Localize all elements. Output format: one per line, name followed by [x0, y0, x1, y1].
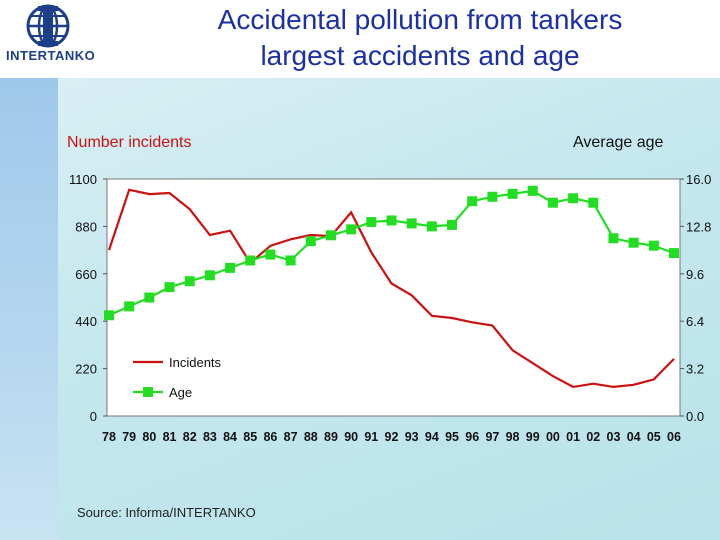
left-tick-label: 0 [90, 409, 97, 424]
age-point [144, 292, 155, 303]
x-tick-label: 87 [284, 430, 298, 444]
chart-area: 0 220 440 660 880 1100 0.0 3.2 6.4 9.6 12.8 16.0 78 7… [58, 160, 718, 460]
left-tick-label: 1100 [69, 172, 97, 187]
x-tick-label: 98 [506, 430, 520, 444]
x-tick-label: 93 [405, 430, 419, 444]
title-line-2: largest accidents and age [260, 40, 580, 71]
x-tick-label: 02 [586, 430, 600, 444]
age-point [507, 188, 518, 199]
x-tick-label: 00 [546, 430, 560, 444]
age-point [467, 196, 478, 207]
x-tick-label: 03 [607, 430, 621, 444]
age-point [487, 191, 498, 202]
left-tick-label: 440 [75, 314, 97, 329]
slide-title: Accidental pollution from tankers larges… [120, 2, 720, 74]
age-point [285, 255, 296, 266]
series-line-incidents [107, 188, 675, 389]
age-point [588, 197, 599, 208]
x-tick-label: 83 [203, 430, 217, 444]
right-tick-label: 6.4 [686, 314, 704, 329]
x-tick-label: 01 [566, 430, 580, 444]
age-point [164, 282, 175, 293]
title-band [120, 0, 720, 78]
x-tick-label: 85 [243, 430, 257, 444]
x-tick-label: 84 [223, 430, 237, 444]
x-tick-label: 80 [142, 430, 156, 444]
age-point [184, 276, 195, 287]
x-tick-label: 06 [667, 430, 681, 444]
x-tick-label: 82 [183, 430, 197, 444]
age-point [346, 224, 357, 235]
source-note: Source: Informa/INTERTANKO [77, 505, 256, 520]
x-tick-label: 95 [445, 430, 459, 444]
right-axis-title: Average age [573, 134, 664, 151]
x-tick-label: 91 [364, 430, 378, 444]
age-point [265, 249, 276, 260]
x-tick-label: 78 [102, 430, 116, 444]
age-point [628, 237, 639, 248]
globe-icon [26, 4, 70, 48]
intertanko-logo: INTERTANKO [0, 0, 120, 78]
x-tick-label: 05 [647, 430, 661, 444]
x-tick-label: 97 [485, 430, 499, 444]
left-tick-label: 660 [75, 267, 97, 282]
left-axis-title: Number incidents [67, 134, 192, 151]
legend-age-marker [143, 387, 153, 397]
title-line-1: Accidental pollution from tankers [217, 4, 623, 35]
chart-svg: 0 220 440 660 880 1100 0.0 3.2 6.4 9.6 12.8 16.0 78 7… [69, 172, 711, 444]
x-tick-label: 96 [465, 430, 479, 444]
age-point [245, 255, 256, 266]
right-tick-label: 0.0 [686, 409, 704, 424]
x-tick-label: 04 [627, 430, 641, 444]
x-tick-label: 92 [385, 430, 399, 444]
x-tick-label: 90 [344, 430, 358, 444]
age-point [204, 270, 215, 281]
logo-text: INTERTANKO [6, 48, 96, 63]
age-point [124, 301, 135, 312]
age-point [225, 262, 236, 273]
right-tick-label: 9.6 [686, 267, 704, 282]
age-point [568, 193, 579, 204]
left-tick-label: 880 [75, 219, 97, 234]
age-point [547, 197, 558, 208]
legend-incidents-label: Incidents [169, 355, 222, 370]
right-tick-label: 16.0 [686, 172, 711, 187]
x-tick-label: 89 [324, 430, 338, 444]
age-point [406, 218, 417, 229]
age-point [366, 216, 377, 227]
age-point [325, 230, 336, 241]
left-decorative-strip [0, 78, 58, 540]
age-point [648, 240, 659, 251]
x-tick-label: 94 [425, 430, 439, 444]
age-point [527, 185, 538, 196]
age-point [608, 233, 619, 244]
x-tick-label: 99 [526, 430, 540, 444]
legend-age-label: Age [169, 385, 192, 400]
x-tick-label: 81 [163, 430, 177, 444]
x-tick-label: 88 [304, 430, 318, 444]
age-point [426, 221, 437, 232]
right-tick-label: 12.8 [686, 219, 711, 234]
age-point [386, 215, 397, 226]
age-point [104, 310, 114, 321]
left-tick-label: 220 [75, 362, 97, 377]
x-tick-label: 86 [263, 430, 277, 444]
age-point [447, 219, 458, 230]
x-tick-label: 79 [122, 430, 136, 444]
age-point [305, 236, 316, 247]
right-tick-label: 3.2 [686, 362, 704, 377]
age-point [669, 248, 679, 259]
